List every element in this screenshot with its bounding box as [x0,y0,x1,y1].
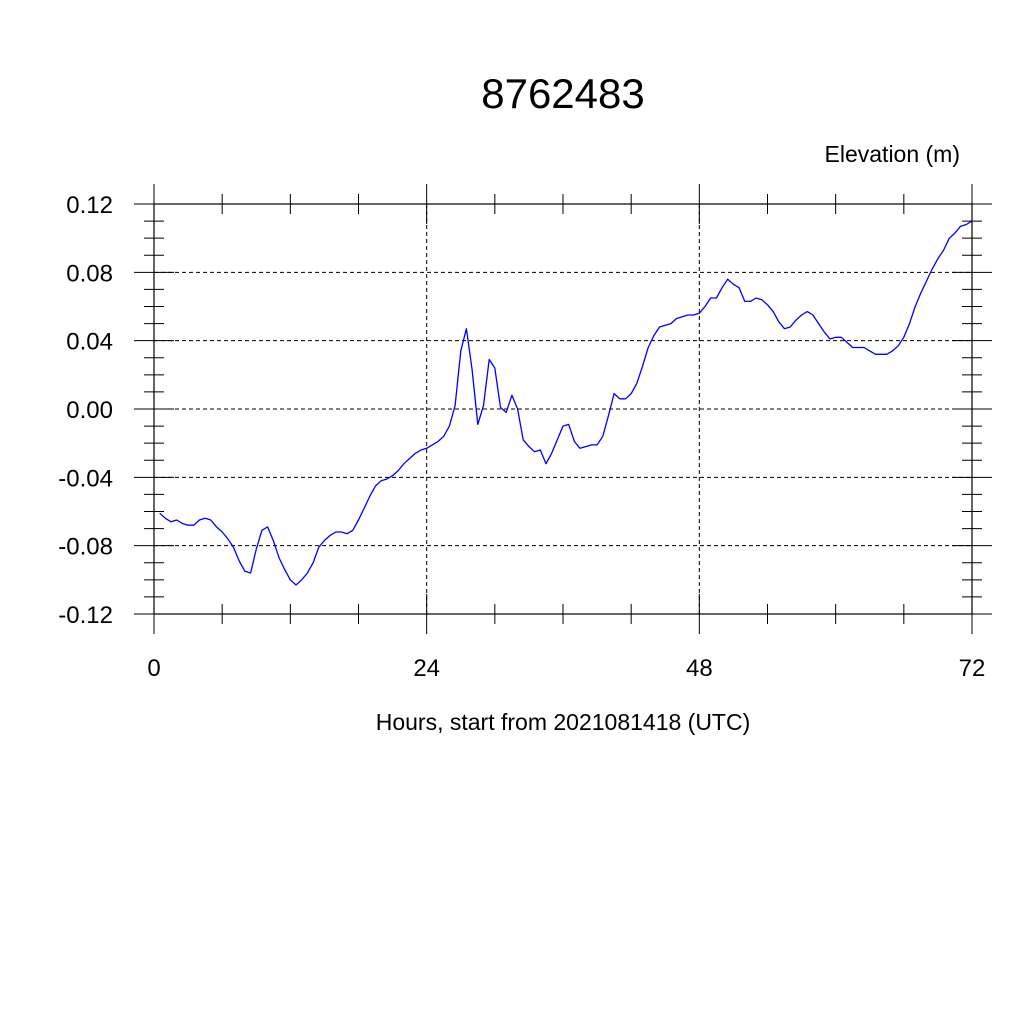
x-axis-label: Hours, start from 2021081418 (UTC) [376,709,751,735]
y-tick-label: -0.12 [58,602,113,629]
y-tick-label: 0.12 [66,192,113,219]
y-tick-label: -0.04 [58,465,113,492]
x-tick-label: 48 [686,655,713,682]
x-tick-label: 24 [413,655,440,682]
y-tick-label: 0.08 [66,260,113,287]
tick-labels: -0.12 -0.08 -0.04 0.00 0.04 0.08 0.12 0 24 48 72 [58,192,985,682]
chart-title: 8762483 [481,70,645,117]
y-tick-label: 0.04 [66,329,113,356]
plot-frame [153,203,973,615]
x-tick-label: 0 [147,655,160,682]
plot-border [153,203,973,615]
y-axis-label: Elevation (m) [825,141,960,167]
series-line-0 [159,220,973,586]
y-tick-label: 0.00 [66,397,113,424]
x-tick-label: 72 [959,655,986,682]
y-tick-label: -0.08 [58,534,113,561]
series [159,220,973,586]
